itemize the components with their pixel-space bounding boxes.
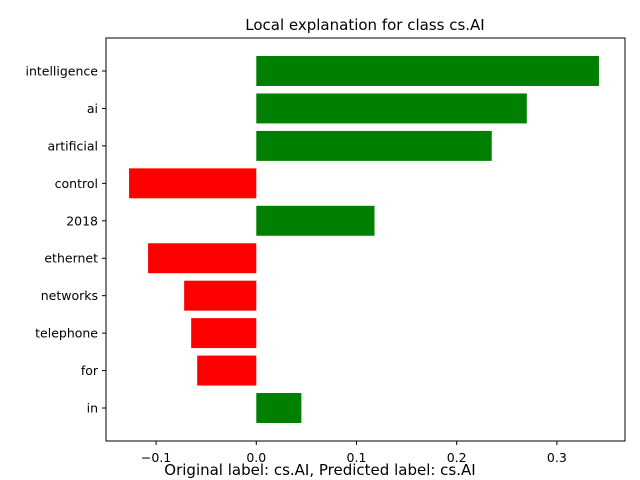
bar-ethernet bbox=[148, 243, 257, 274]
bar-control bbox=[129, 168, 257, 199]
plot-frame bbox=[105, 37, 626, 442]
chart-caption: Original label: cs.AI, Predicted label: … bbox=[164, 461, 475, 479]
y-tick-label: ai bbox=[87, 101, 98, 116]
y-tick-label: intelligence bbox=[25, 64, 98, 79]
y-tick-label: in bbox=[87, 401, 98, 416]
x-axis-ticks: −0.1 0.0 0.1 0.2 0.3 bbox=[141, 441, 567, 465]
x-tick-label: 0.2 bbox=[447, 450, 467, 465]
bar-ai bbox=[256, 93, 527, 124]
y-tick-label: 2018 bbox=[66, 213, 98, 228]
y-tick-label: telephone bbox=[35, 326, 98, 341]
y-tick-label: control bbox=[55, 176, 98, 191]
bar-in bbox=[256, 393, 302, 423]
bar-intelligence bbox=[256, 56, 599, 86]
bars-group bbox=[129, 56, 599, 423]
x-tick-label: 0.3 bbox=[547, 450, 567, 465]
y-tick-label: for bbox=[81, 363, 99, 378]
x-tick-label: 0.1 bbox=[347, 450, 367, 465]
y-axis-ticks: intelligence ai artificial control 2018 ether… bbox=[25, 64, 106, 416]
bar-networks bbox=[184, 280, 257, 311]
bar-artificial bbox=[256, 130, 492, 161]
chart-title: Local explanation for class cs.AI bbox=[245, 16, 484, 34]
x-tick-label: 0.0 bbox=[246, 450, 266, 465]
bar-telephone bbox=[191, 318, 257, 349]
x-tick-label: −0.1 bbox=[141, 450, 171, 465]
bar-for bbox=[197, 355, 257, 386]
bar-2018 bbox=[256, 205, 375, 236]
y-tick-label: artificial bbox=[47, 138, 98, 153]
y-tick-label: ethernet bbox=[44, 251, 98, 266]
y-tick-label: networks bbox=[41, 288, 98, 303]
